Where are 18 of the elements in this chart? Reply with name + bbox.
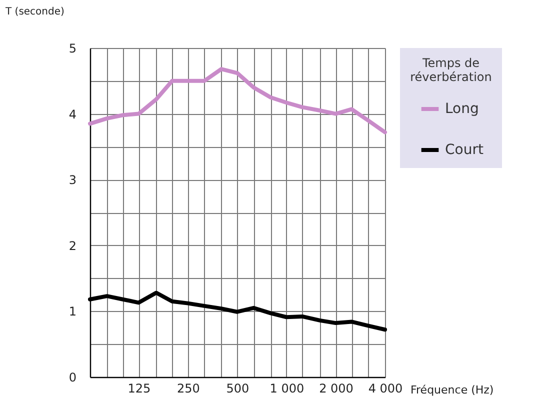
- y-tick-label: 0: [68, 370, 76, 384]
- y-tick-label: 3: [68, 173, 76, 188]
- x-tick-label: 250: [177, 382, 200, 396]
- line-series: [88, 67, 387, 134]
- x-tick-label: 4 000: [368, 382, 403, 396]
- legend-label: Long: [445, 101, 479, 117]
- x-tick-label: 1 000: [270, 382, 304, 396]
- x-axis-title: Fréquence (Hz): [410, 384, 494, 396]
- y-tick-label: 1: [68, 304, 76, 319]
- x-tick-label: 125: [128, 382, 151, 396]
- x-tick-label: 500: [226, 382, 250, 396]
- y-tick-label: 4: [68, 107, 76, 122]
- legend-label: Court: [445, 142, 484, 158]
- y-tick-label: 5: [68, 42, 76, 56]
- y-tick-label: 2: [68, 238, 76, 253]
- legend-title: Temps de réverbération: [410, 56, 492, 84]
- y-axis-title: T (seconde): [4, 6, 65, 18]
- x-tick-label: 2 000: [319, 382, 354, 396]
